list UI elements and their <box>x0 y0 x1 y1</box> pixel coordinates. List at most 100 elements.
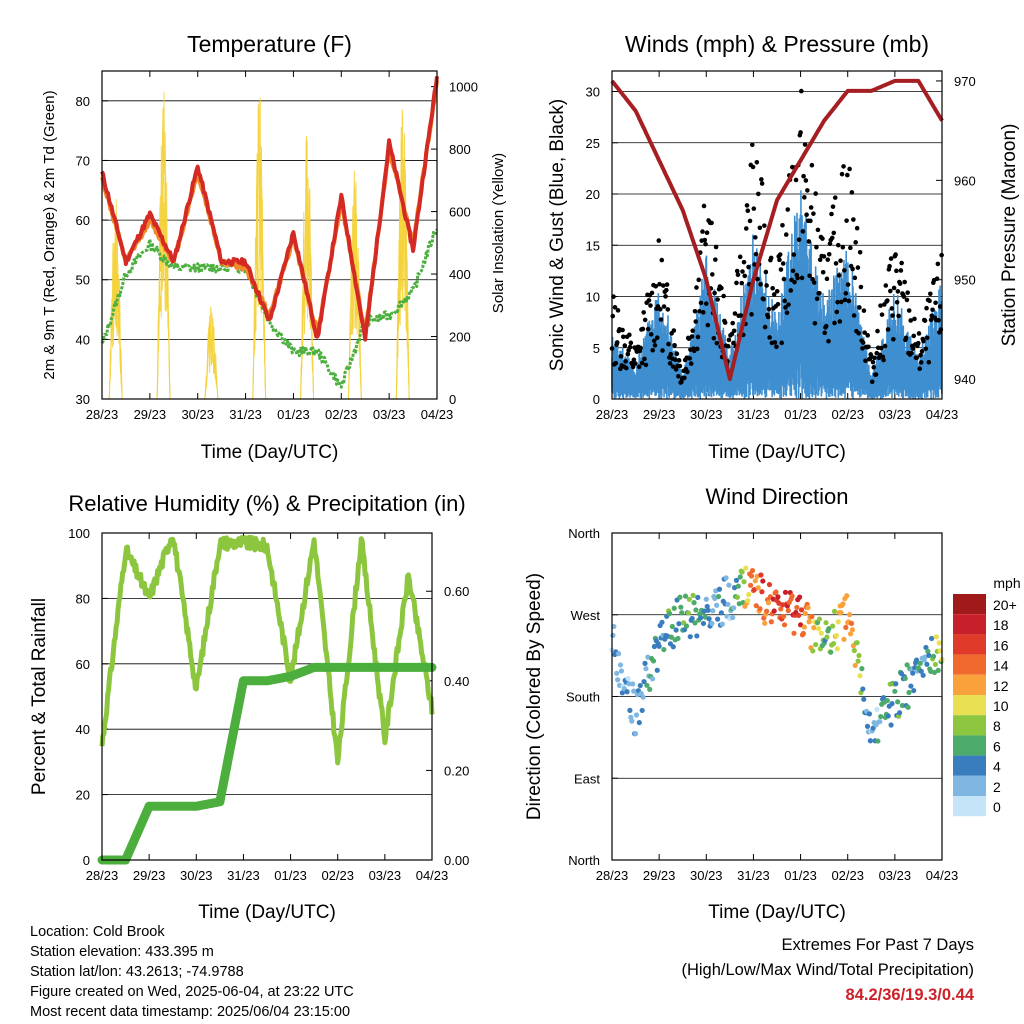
temperature-solar-line <box>252 97 275 400</box>
winds-gust-point <box>664 282 670 287</box>
humidity-xtick-label: 31/23 <box>227 868 260 883</box>
direction-point <box>679 610 685 616</box>
direction-xlabel: Time (Day/UTC) <box>708 902 846 923</box>
temperature-2m-t-line <box>100 76 439 342</box>
winds-gust-point <box>713 257 718 262</box>
direction-point <box>730 614 736 621</box>
direction-point <box>844 593 850 599</box>
winds-gust-point <box>734 280 739 286</box>
winds-gust-point <box>780 261 786 266</box>
direction-point <box>925 648 931 654</box>
winds-gust-point <box>790 268 796 274</box>
winds-gust-point <box>923 346 929 352</box>
legend-swatch <box>953 775 986 796</box>
winds-gust-point <box>860 340 866 345</box>
direction-point <box>773 589 779 595</box>
winds-gust-point <box>866 344 871 350</box>
winds-gust-point <box>657 281 662 287</box>
winds-gust-point <box>848 245 853 251</box>
temperature-9m-t-line <box>100 80 439 337</box>
winds-gust-point <box>888 256 894 261</box>
humidity-title: Relative Humidity (%) & Precipitation (i… <box>68 491 465 516</box>
direction-point <box>923 644 929 651</box>
winds-gust-point <box>863 358 868 364</box>
winds-gust-point <box>902 279 907 285</box>
direction-point <box>670 644 676 650</box>
winds-gust-point <box>676 358 682 363</box>
winds-gust-point <box>831 230 837 236</box>
direction-point <box>824 634 830 640</box>
direction-point <box>649 676 656 682</box>
direction-point <box>764 608 770 614</box>
direction-ytick-label: North <box>568 526 600 541</box>
direction-legend <box>953 594 986 817</box>
winds-gust-point <box>645 326 651 332</box>
winds-gust-point <box>762 324 768 330</box>
winds-ytick-label: 30 <box>586 85 600 100</box>
winds-gust-point <box>687 356 692 361</box>
direction-point <box>905 704 911 710</box>
winds-gust-point <box>878 345 884 351</box>
direction-point <box>625 675 631 682</box>
direction-xtick-label: 31/23 <box>737 868 770 883</box>
winds-gust-point <box>826 251 832 257</box>
direction-point <box>716 586 723 592</box>
winds-gust-point <box>674 351 680 357</box>
direction-point <box>771 608 777 614</box>
temperature-ytick-label: 70 <box>76 153 90 168</box>
humidity-ytick-label: 40 <box>76 722 90 737</box>
direction-xtick-label: 30/23 <box>690 868 723 883</box>
direction-point <box>725 601 731 607</box>
direction-point <box>669 623 675 630</box>
winds-gust-point <box>910 346 916 351</box>
winds-xtick-label: 01/23 <box>784 407 817 422</box>
direction-point <box>693 607 699 613</box>
winds-gust-point <box>827 241 833 247</box>
winds-gust-point <box>937 304 943 309</box>
direction-point <box>624 689 630 695</box>
direction-point <box>910 670 916 676</box>
winds-ylabel-left: Sonic Wind & Gust (Blue, Black) <box>547 99 568 371</box>
winds-gust-point <box>759 177 764 182</box>
winds-gust-point <box>844 218 849 223</box>
winds-gust-point <box>688 361 694 366</box>
winds-gust-point <box>879 312 885 317</box>
winds-gust-point <box>806 239 812 244</box>
winds-gust-point <box>755 276 760 282</box>
winds-gust-point <box>762 223 767 228</box>
legend-swatch <box>953 755 986 776</box>
winds-gust-point <box>731 340 736 346</box>
direction-point <box>741 579 747 585</box>
direction-point <box>615 677 621 683</box>
humidity-xtick-label: 29/23 <box>133 868 166 883</box>
legend-label: 20+ <box>993 597 1017 613</box>
direction-point <box>806 619 812 625</box>
direction-point <box>627 707 633 713</box>
direction-point <box>930 653 937 659</box>
winds-gust-point <box>783 232 789 237</box>
direction-point <box>651 643 658 650</box>
winds-gust-point <box>779 340 785 346</box>
winds-gust-point <box>853 240 858 245</box>
direction-point <box>834 646 840 652</box>
humidity-ytick-label: 0 <box>83 853 90 868</box>
winds-gust-point <box>754 160 760 165</box>
direction-point <box>632 731 639 737</box>
direction-point <box>848 620 855 626</box>
direction-point <box>878 713 884 720</box>
winds-gust-point <box>820 269 826 275</box>
winds-gust-point <box>815 227 821 233</box>
temperature-xtick-label: 03/23 <box>373 407 406 422</box>
winds-gust-point <box>903 335 909 341</box>
winds-gust-point <box>740 269 745 274</box>
winds-gust-point <box>820 236 825 241</box>
winds-y2tick-label: 950 <box>954 273 976 288</box>
legend-label: 16 <box>993 637 1009 653</box>
winds-gust-point <box>832 320 837 326</box>
winds-gust-point <box>692 308 698 314</box>
extremes-title: Extremes For Past 7 Days <box>781 936 974 954</box>
winds-gust-point <box>860 346 865 351</box>
direction-point <box>904 662 910 668</box>
direction-point <box>618 668 625 674</box>
winds-gust-point <box>811 280 817 285</box>
